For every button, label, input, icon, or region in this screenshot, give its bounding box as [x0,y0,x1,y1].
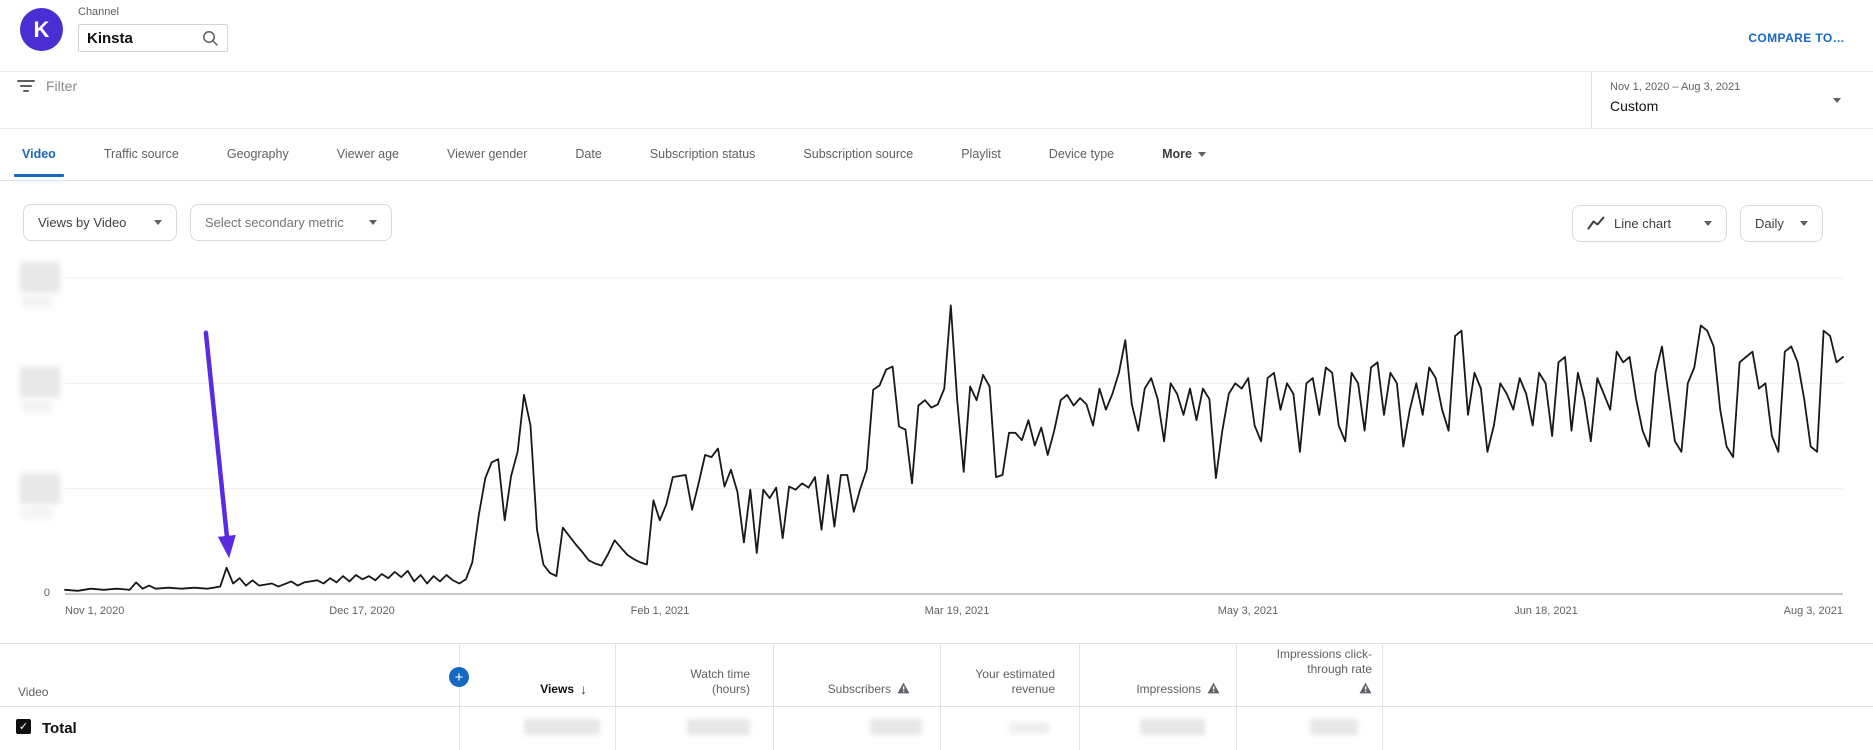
x-axis-tick-label: May 3, 2021 [1217,605,1279,617]
column-divider [615,643,616,750]
annotation-arrow [203,330,236,559]
line-chart-icon [1587,216,1605,231]
views-header-label: Views [540,682,574,696]
tab-viewer-age[interactable]: Viewer age [336,147,400,161]
interval-dropdown[interactable]: Daily [1740,205,1823,242]
total-row-label: Total [42,720,77,737]
chevron-down-icon [1197,152,1206,157]
redacted-y-axis-sublabel [22,400,52,413]
tab-date[interactable]: Date [575,147,602,161]
secondary-metric-label: Select secondary metric [205,215,344,230]
warning-icon [897,682,910,698]
tab-playlist[interactable]: Playlist [961,147,1001,161]
column-divider [1079,643,1080,750]
table-header-watch-time[interactable]: Watch time (hours) [615,643,773,706]
primary-metric-dropdown[interactable]: Views by Video [23,204,177,241]
search-icon[interactable] [202,30,219,47]
x-axis-tick-label: Aug 3, 2021 [1783,605,1843,617]
table-header-views[interactable]: Views ↓ [459,643,615,706]
redacted-y-axis-label [20,262,60,293]
warning-icon [1207,682,1220,698]
revenue-header-label: Your estimated revenue [975,667,1055,696]
impressions-ctr-header-label: Impressions click-through rate [1276,647,1372,676]
redacted-impressions-value [1140,719,1205,735]
primary-metric-label: Views by Video [38,215,127,230]
tab-subscription-source[interactable]: Subscription source [803,147,914,161]
filter-funnel-icon [16,80,36,92]
channel-name: Kinsta [87,29,133,47]
tab-subscription-status[interactable]: Subscription status [649,147,756,161]
table-top-border [0,643,1873,644]
tab-device-type[interactable]: Device type [1048,147,1115,161]
filter-bar-divider [0,128,1873,129]
header-divider [0,71,1873,72]
date-range-text: Nov 1, 2020 – Aug 3, 2021 [1610,81,1741,93]
redacted-impressions-ctr-value [1310,719,1358,735]
warning-icon [1359,682,1372,698]
chevron-down-icon [1800,221,1808,226]
chevron-down-icon [1704,221,1712,226]
redacted-y-axis-sublabel [22,295,52,308]
tab-more[interactable]: More [1160,129,1208,179]
column-divider [459,643,460,750]
table-header-impressions[interactable]: Impressions [1079,643,1236,706]
tab-viewer-gender[interactable]: Viewer gender [447,147,528,161]
channel-search-input[interactable]: Kinsta [78,24,228,52]
table-header-divider [0,706,1873,707]
tab-video[interactable]: Video [14,129,64,179]
filter-input[interactable]: Filter [46,78,78,94]
redacted-y-axis-sublabel [22,506,52,519]
date-range-mode: Custom [1610,98,1659,114]
redacted-revenue-value [1009,722,1049,734]
column-divider [773,643,774,750]
chart-type-dropdown[interactable]: Line chart [1572,205,1727,242]
subscribers-header-label: Subscribers [827,682,891,696]
channel-field-label: Channel [78,6,119,18]
redacted-y-axis-label [20,367,60,398]
chart-canvas [64,277,1844,595]
x-axis-tick-label: Mar 19, 2021 [924,605,990,617]
x-axis-tick-label: Jun 18, 2021 [1514,605,1578,617]
table-header-impressions-ctr[interactable]: Impressions click-through rate [1236,643,1382,706]
watch-time-header-label: Watch time (hours) [690,667,750,696]
add-metric-button[interactable]: + [449,667,469,687]
total-row-checkbox[interactable]: ✓ [16,719,31,734]
chevron-down-icon [1833,98,1841,103]
column-divider [940,643,941,750]
impressions-header-label: Impressions [1136,682,1201,696]
analytics-dimension-tabs: Video Traffic source Geography Viewer ag… [14,128,1208,180]
chart-type-label: Line chart [1614,216,1672,231]
interval-label: Daily [1755,216,1784,231]
views-line-chart: 0 Nov 1, 2020 Dec 17, 2020 Feb 1, 2021 Mar 1… [0,230,1873,630]
tab-traffic-source[interactable]: Traffic source [103,147,179,161]
compare-to-link[interactable]: COMPARE TO… [1748,31,1845,45]
table-header-estimated-revenue[interactable]: Your estimated revenue [940,643,1079,706]
redacted-y-axis-label [20,473,60,504]
tabs-divider [0,180,1873,181]
channel-avatar[interactable]: K [20,8,63,51]
column-divider [1236,643,1237,750]
secondary-metric-dropdown[interactable]: Select secondary metric [190,204,392,241]
date-range-picker[interactable]: Nov 1, 2020 – Aug 3, 2021 Custom [1591,72,1873,128]
x-axis-tick-label: Dec 17, 2020 [329,605,395,617]
redacted-subscribers-value [870,719,922,735]
x-axis-tick-label: Nov 1, 2020 [65,605,125,617]
sort-descending-icon: ↓ [580,681,587,697]
redacted-watch-time-value [687,719,750,735]
chevron-down-icon [154,220,162,225]
tab-geography[interactable]: Geography [226,147,289,161]
column-divider [1382,643,1383,750]
y-axis-zero-label: 0 [43,587,50,599]
table-header-video: Video [18,685,49,699]
table-header-subscribers[interactable]: Subscribers [773,643,940,706]
redacted-views-value [524,719,600,735]
chevron-down-icon [369,220,377,225]
x-axis-tick-label: Feb 1, 2021 [630,605,690,617]
